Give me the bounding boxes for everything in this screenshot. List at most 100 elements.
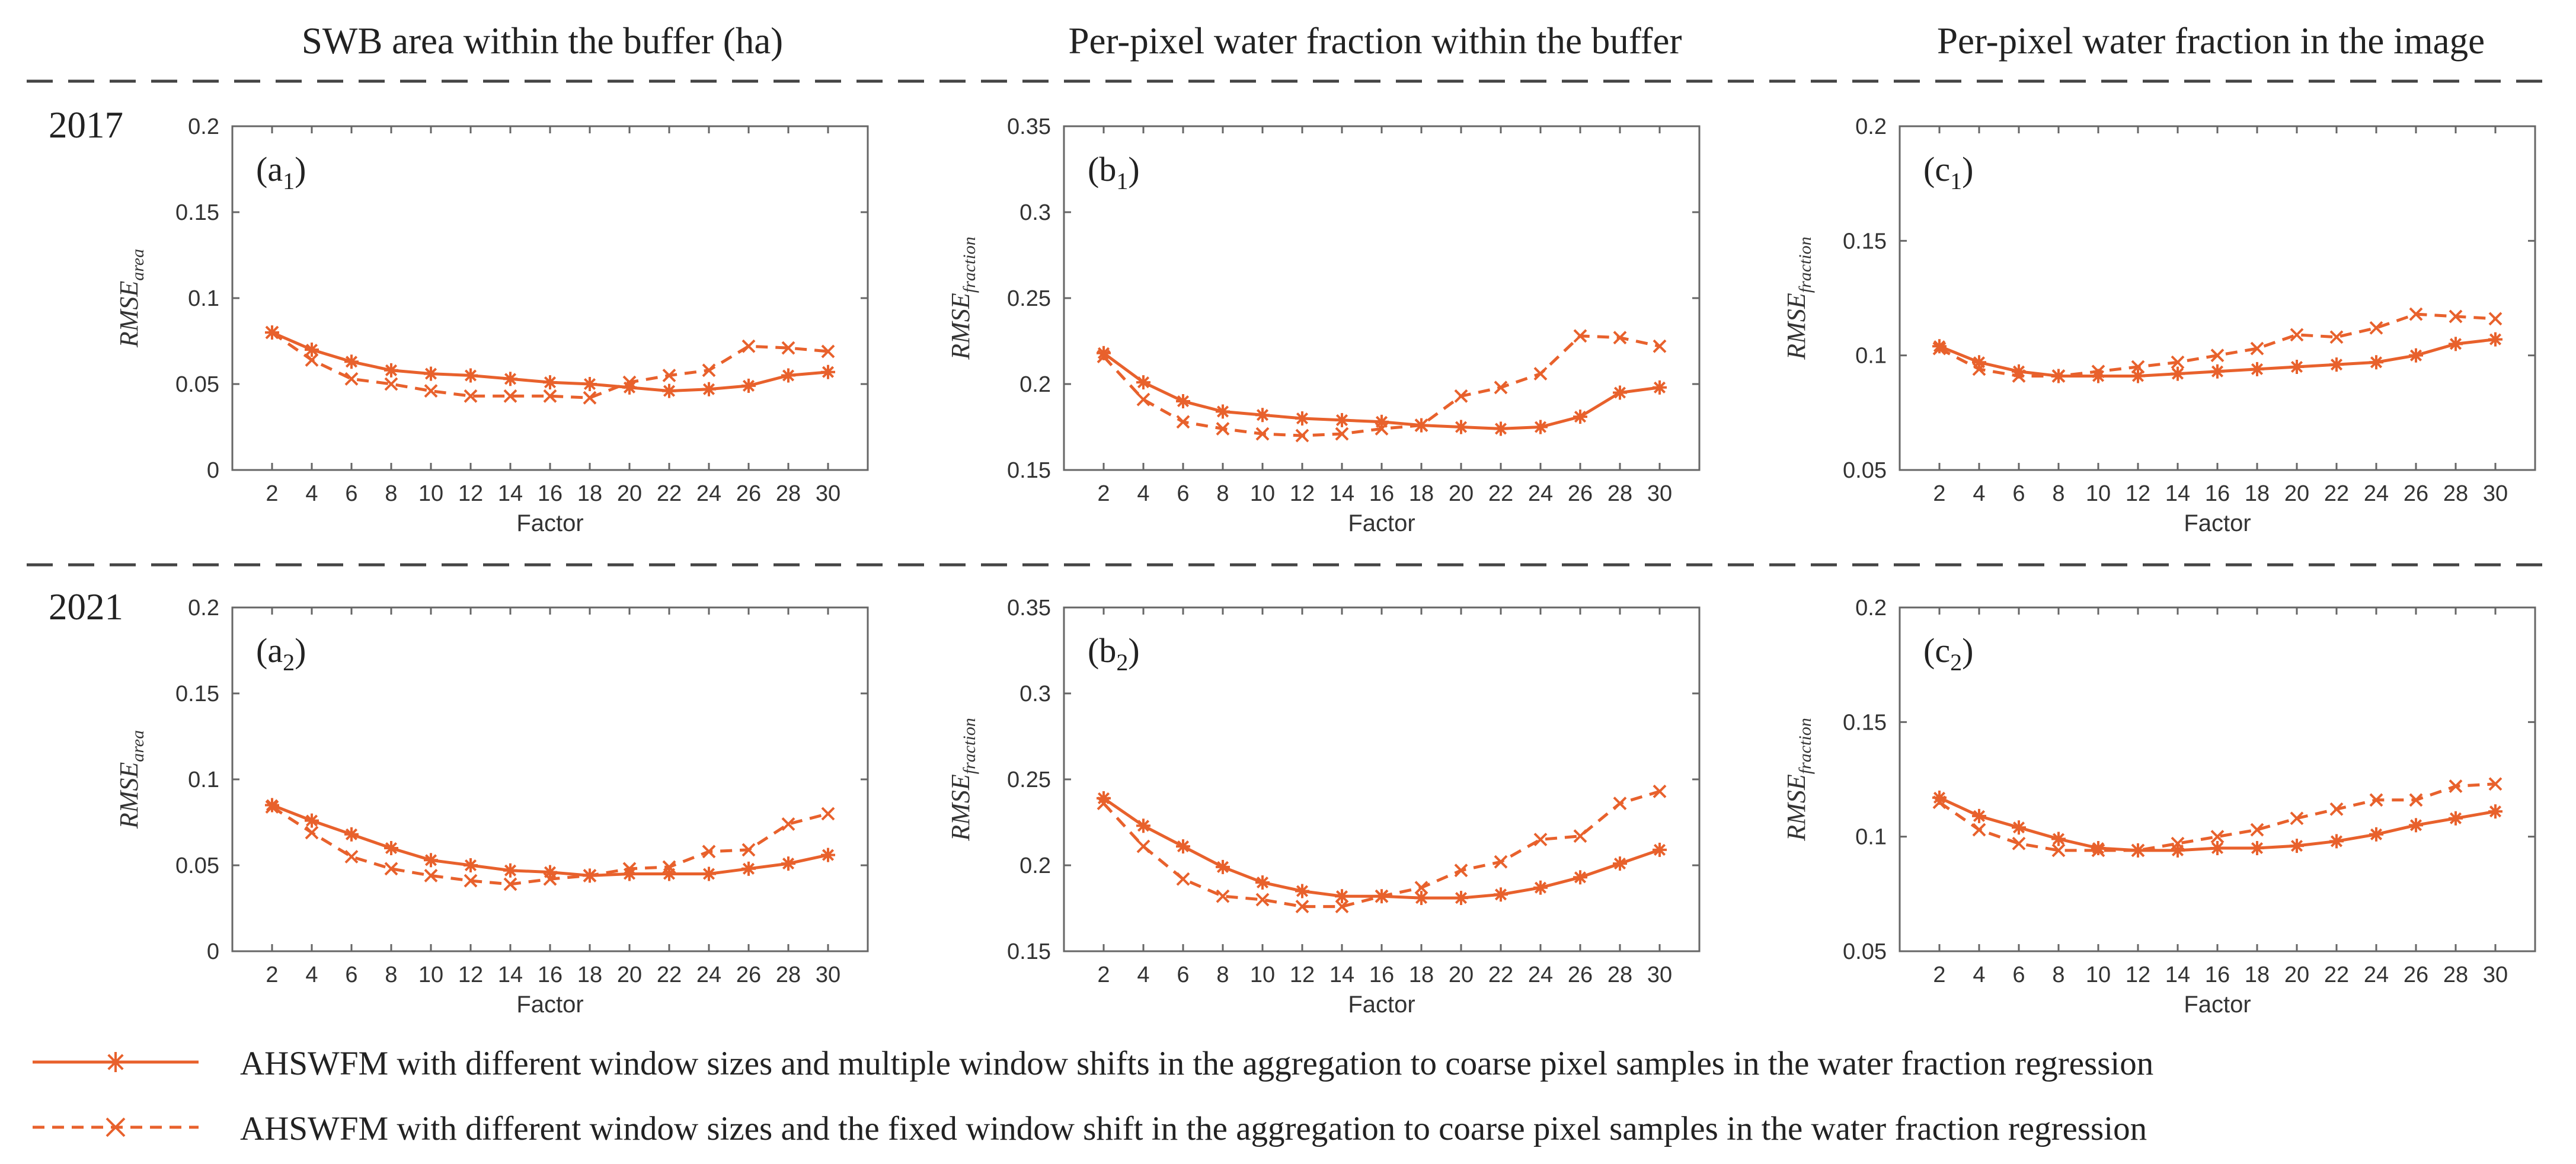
panel-label-b2: (b2)	[1088, 631, 1140, 676]
legend-label-multiple-shifts: AHSWFM with different window sizes and m…	[240, 1045, 2153, 1082]
data-point-x	[1454, 389, 1468, 403]
data-point-x	[2051, 369, 2066, 383]
x-tick-label: 12	[2126, 962, 2150, 987]
data-point-x	[1972, 823, 1986, 837]
series-fixed-shift	[1932, 777, 2503, 858]
x-tick-label: 10	[2086, 962, 2111, 987]
x-tick-label: 8	[2052, 962, 2064, 987]
data-point-x	[503, 389, 517, 403]
data-point-x	[1375, 889, 1389, 903]
data-point-x	[384, 862, 398, 876]
data-point-x	[821, 344, 835, 359]
x-tick-label: 10	[418, 962, 443, 987]
y-tick-label: 0.15	[1843, 229, 1887, 254]
x-tick-label: 26	[736, 962, 761, 987]
data-point-x	[1573, 829, 1587, 843]
x-tick-label: 4	[1137, 481, 1149, 506]
x-tick-label: 2	[266, 962, 278, 987]
data-point-star	[424, 853, 438, 868]
data-point-x	[2290, 328, 2304, 342]
data-point-x	[1097, 350, 1111, 364]
x-tick-label: 6	[2012, 481, 2025, 506]
data-point-star	[1414, 891, 1428, 906]
legend-star-glyph	[106, 1052, 126, 1072]
data-point-star	[583, 377, 597, 391]
y-tick-label: 0.35	[1007, 114, 1051, 139]
data-point-x	[1295, 900, 1309, 914]
data-point-x	[2488, 312, 2503, 326]
data-point-star	[384, 841, 398, 855]
x-tick-label: 30	[816, 481, 840, 506]
data-point-x	[543, 872, 557, 886]
x-tick-label: 8	[385, 962, 397, 987]
y-tick-label: 0.1	[1855, 344, 1887, 369]
x-tick-label: 22	[657, 962, 682, 987]
series-multiple-shifts	[1932, 332, 2503, 383]
data-point-star	[662, 383, 676, 398]
data-point-x	[1216, 421, 1230, 436]
legend: AHSWFM with different window sizes and m…	[33, 1045, 2153, 1147]
plot-frame	[231, 125, 869, 471]
data-point-x	[1295, 428, 1309, 443]
x-tick-label: 20	[2284, 481, 2309, 506]
data-point-star	[2449, 811, 2463, 826]
data-point-x	[781, 341, 795, 355]
data-point-star	[2488, 332, 2503, 347]
x-tick-label: 26	[736, 481, 761, 506]
data-point-star	[1216, 859, 1230, 874]
x-axis-label: Factor	[516, 992, 583, 1018]
data-point-x	[464, 874, 478, 888]
x-tick-label: 28	[2443, 962, 2468, 987]
y-tick-label: 0.2	[1855, 114, 1887, 139]
x-tick-label: 4	[1137, 962, 1149, 987]
x-tick-label: 14	[498, 481, 523, 506]
x-tick-label: 30	[816, 962, 840, 987]
data-point-x	[1533, 367, 1548, 381]
x-tick-label: 16	[2205, 962, 2230, 987]
legend-x-marker	[106, 1117, 126, 1137]
x-tick-label: 18	[577, 962, 602, 987]
data-point-x	[2091, 364, 2105, 379]
x-tick-label: 8	[2052, 481, 2064, 506]
x-tick-label: 20	[617, 962, 642, 987]
column-title-water-fraction-buffer: Per-pixel water fraction within the buff…	[1069, 20, 1682, 62]
y-axis-label: RMSEarea	[114, 249, 148, 348]
y-tick-label: 0.2	[1855, 596, 1887, 621]
plot-frame	[231, 606, 869, 952]
y-axis-label: RMSEarea	[114, 730, 148, 829]
y-tick-label: 0.2	[188, 596, 219, 621]
series-multiple-shifts	[1932, 790, 2503, 858]
data-point-star	[1454, 420, 1468, 434]
plot-frame	[1899, 125, 2536, 471]
x-tick-label: 14	[498, 962, 523, 987]
x-tick-label: 10	[1250, 481, 1275, 506]
data-point-star	[702, 382, 716, 396]
data-point-x	[503, 877, 517, 891]
x-tick-label: 6	[1177, 962, 1189, 987]
data-point-star	[424, 366, 438, 381]
data-point-star	[543, 375, 557, 390]
y-tick-label: 0.15	[175, 200, 219, 225]
data-point-star	[1613, 856, 1627, 871]
data-point-x	[1255, 427, 1270, 441]
data-point-x	[1136, 839, 1150, 853]
data-point-x	[2131, 360, 2145, 374]
data-point-star	[464, 858, 478, 872]
x-axis-label: Factor	[1348, 992, 1415, 1018]
y-axis-label: RMSEfraction	[946, 718, 979, 841]
x-tick-label: 22	[2324, 481, 2349, 506]
y-tick-label: 0.15	[175, 682, 219, 706]
column-title-swb-area: SWB area within the buffer (ha)	[302, 20, 783, 62]
data-point-x	[662, 369, 676, 382]
data-point-x	[1136, 392, 1150, 407]
data-point-star	[1335, 889, 1349, 904]
panel-label-a2: (a2)	[256, 631, 306, 676]
data-point-x	[742, 339, 756, 353]
row-label-2017: 2017	[49, 104, 123, 146]
data-point-x	[583, 391, 597, 405]
data-point-x	[2449, 779, 2463, 794]
legend-star-marker	[106, 1052, 126, 1072]
x-tick-label: 28	[776, 481, 801, 506]
x-tick-label: 2	[266, 481, 278, 506]
